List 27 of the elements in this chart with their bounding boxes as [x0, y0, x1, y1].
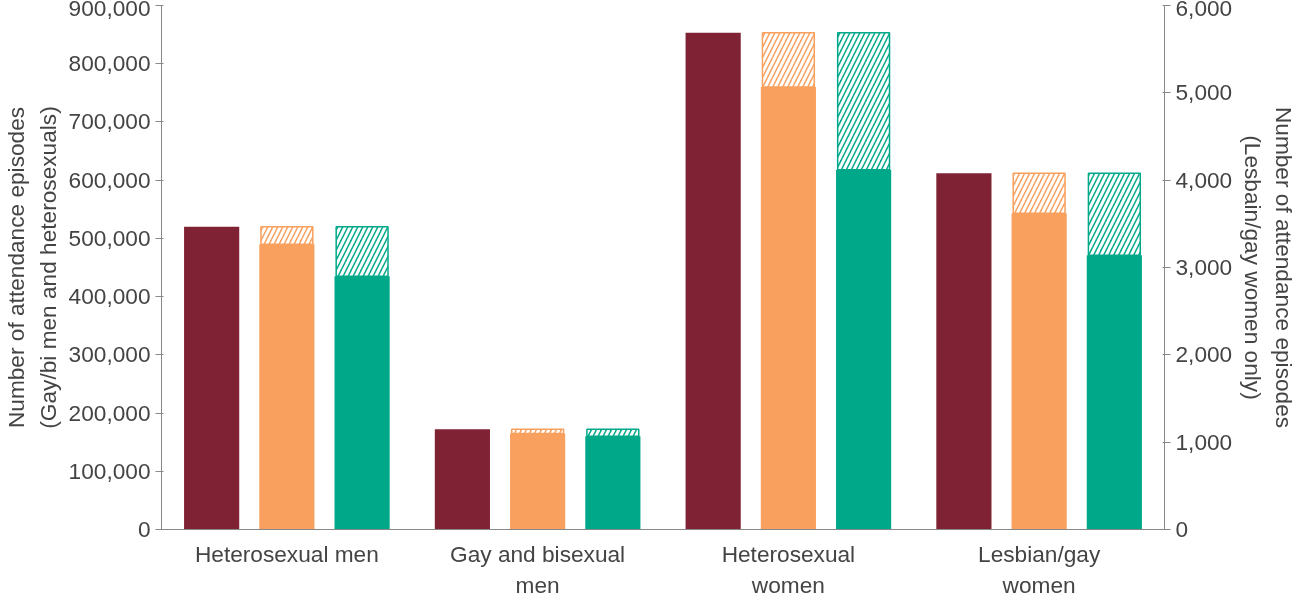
y2-tick-label: 1,000 [1175, 428, 1233, 455]
y-tick-label: 500,000 [68, 224, 151, 251]
y2-tick-label: 6,000 [1175, 0, 1233, 21]
y2-tick-label: 5,000 [1175, 79, 1233, 106]
y-axis-title: Number of attendance episodes (Gay/bi men and heterosexuals) [3, 106, 61, 429]
bar [184, 226, 240, 530]
y-tick-label: 700,000 [68, 108, 151, 135]
bar [434, 429, 490, 530]
y2-tick-label: 4,000 [1175, 166, 1233, 193]
x-tick-label: Heterosexual women [721, 540, 856, 598]
bar [685, 32, 741, 530]
y-tick-label: 400,000 [68, 283, 151, 310]
y-tick-label: 200,000 [68, 399, 151, 426]
y2-axis-title: Number of attendance episodes (Lesbain/gay women only) [1240, 106, 1298, 429]
x-tick-label: Gay and bisexual men [450, 540, 626, 598]
x-tick-label: Lesbian/gay women [978, 540, 1101, 598]
y-tick-label: 300,000 [68, 341, 151, 368]
y2-tick-label: 3,000 [1175, 254, 1233, 280]
y-tick-label: 800,000 [68, 50, 151, 77]
x-tick-label: Heterosexual men [194, 540, 379, 567]
y2-tick-label: 2,000 [1175, 341, 1233, 368]
y-tick-label: 900,000 [68, 0, 151, 21]
bar [510, 433, 566, 530]
y-tick-label: 600,000 [68, 166, 151, 193]
y2-tick-label: 0 [1175, 516, 1189, 542]
y-tick-label: 0 [137, 516, 151, 542]
y-tick-label: 100,000 [68, 457, 151, 484]
